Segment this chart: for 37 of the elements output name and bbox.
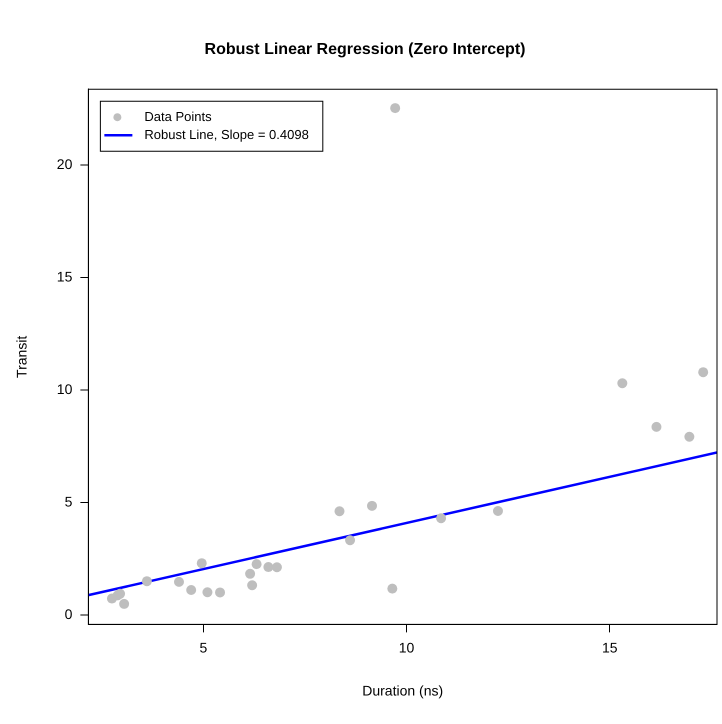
legend-label: Robust Line, Slope = 0.4098 <box>144 126 309 142</box>
x-tick-label: 10 <box>398 640 415 656</box>
point <box>196 558 207 568</box>
x-axis-title: Duration (ns) <box>362 682 444 698</box>
point <box>698 367 708 378</box>
point <box>263 562 274 572</box>
y-axis-title: Transit <box>13 336 30 378</box>
point <box>142 576 152 586</box>
y-tick-label: 10 <box>56 381 73 398</box>
x-tick-label: 15 <box>602 640 618 656</box>
point <box>367 500 378 511</box>
point <box>245 568 256 579</box>
y-tick-label: 0 <box>64 606 73 622</box>
x-tick-label: 5 <box>199 640 208 656</box>
point <box>252 559 262 570</box>
chart-title: Robust Linear Regression (Zero Intercept) <box>204 41 526 58</box>
point <box>202 587 212 598</box>
point <box>390 103 400 114</box>
point <box>119 598 130 609</box>
point <box>436 513 446 524</box>
point <box>684 432 694 442</box>
y-tick-label: 5 <box>64 494 73 510</box>
point <box>247 580 258 590</box>
point <box>387 584 398 594</box>
y-tick-label: 15 <box>56 268 73 285</box>
point <box>492 506 503 516</box>
point <box>115 588 126 599</box>
point <box>186 584 196 595</box>
y-tick-label: 20 <box>56 156 73 172</box>
point <box>617 378 628 388</box>
point <box>345 535 356 546</box>
point <box>651 422 662 432</box>
point <box>215 587 226 598</box>
point <box>334 506 344 516</box>
point <box>174 576 184 587</box>
point <box>272 562 282 572</box>
legend-label: Data Points <box>144 108 212 124</box>
